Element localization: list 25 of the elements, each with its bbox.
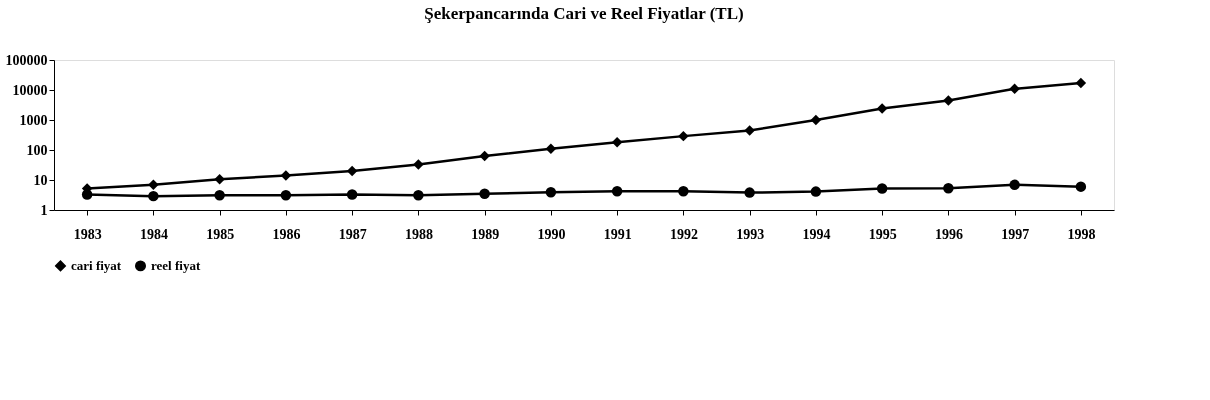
x-tick-label: 1992 bbox=[669, 226, 698, 242]
y-tick-label: 1 bbox=[40, 202, 48, 218]
y-tick-label: 100000 bbox=[5, 52, 48, 68]
x-tick-label: 1985 bbox=[206, 226, 235, 242]
legend-label: cari fiyat bbox=[71, 257, 122, 273]
y-tick-label: 100 bbox=[26, 142, 48, 158]
x-tick-label: 1987 bbox=[338, 226, 367, 242]
x-tick-label: 1995 bbox=[868, 226, 897, 242]
x-tick-label: 1998 bbox=[1067, 226, 1096, 242]
x-tick-label: 1993 bbox=[736, 226, 765, 242]
x-tick-label: 1996 bbox=[934, 226, 963, 242]
y-tick-label: 10000 bbox=[12, 82, 48, 98]
x-tick-label: 1984 bbox=[139, 226, 168, 242]
chart-title: Şekerpancarında Cari ve Reel Fiyatlar (TL) bbox=[424, 4, 744, 23]
x-tick-label: 1988 bbox=[404, 226, 433, 242]
legend-label: reel fiyat bbox=[151, 257, 201, 273]
x-tick-label: 1997 bbox=[1001, 226, 1030, 242]
x-tick-label: 1989 bbox=[471, 226, 500, 242]
x-tick-label: 1983 bbox=[73, 226, 102, 242]
x-tick-label: 1990 bbox=[537, 226, 566, 242]
x-tick-label: 1991 bbox=[603, 226, 632, 242]
y-tick-label: 1000 bbox=[19, 112, 48, 128]
y-tick-label: 10 bbox=[33, 172, 48, 188]
x-tick-label: 1994 bbox=[802, 226, 831, 242]
x-tick-label: 1986 bbox=[272, 226, 301, 242]
